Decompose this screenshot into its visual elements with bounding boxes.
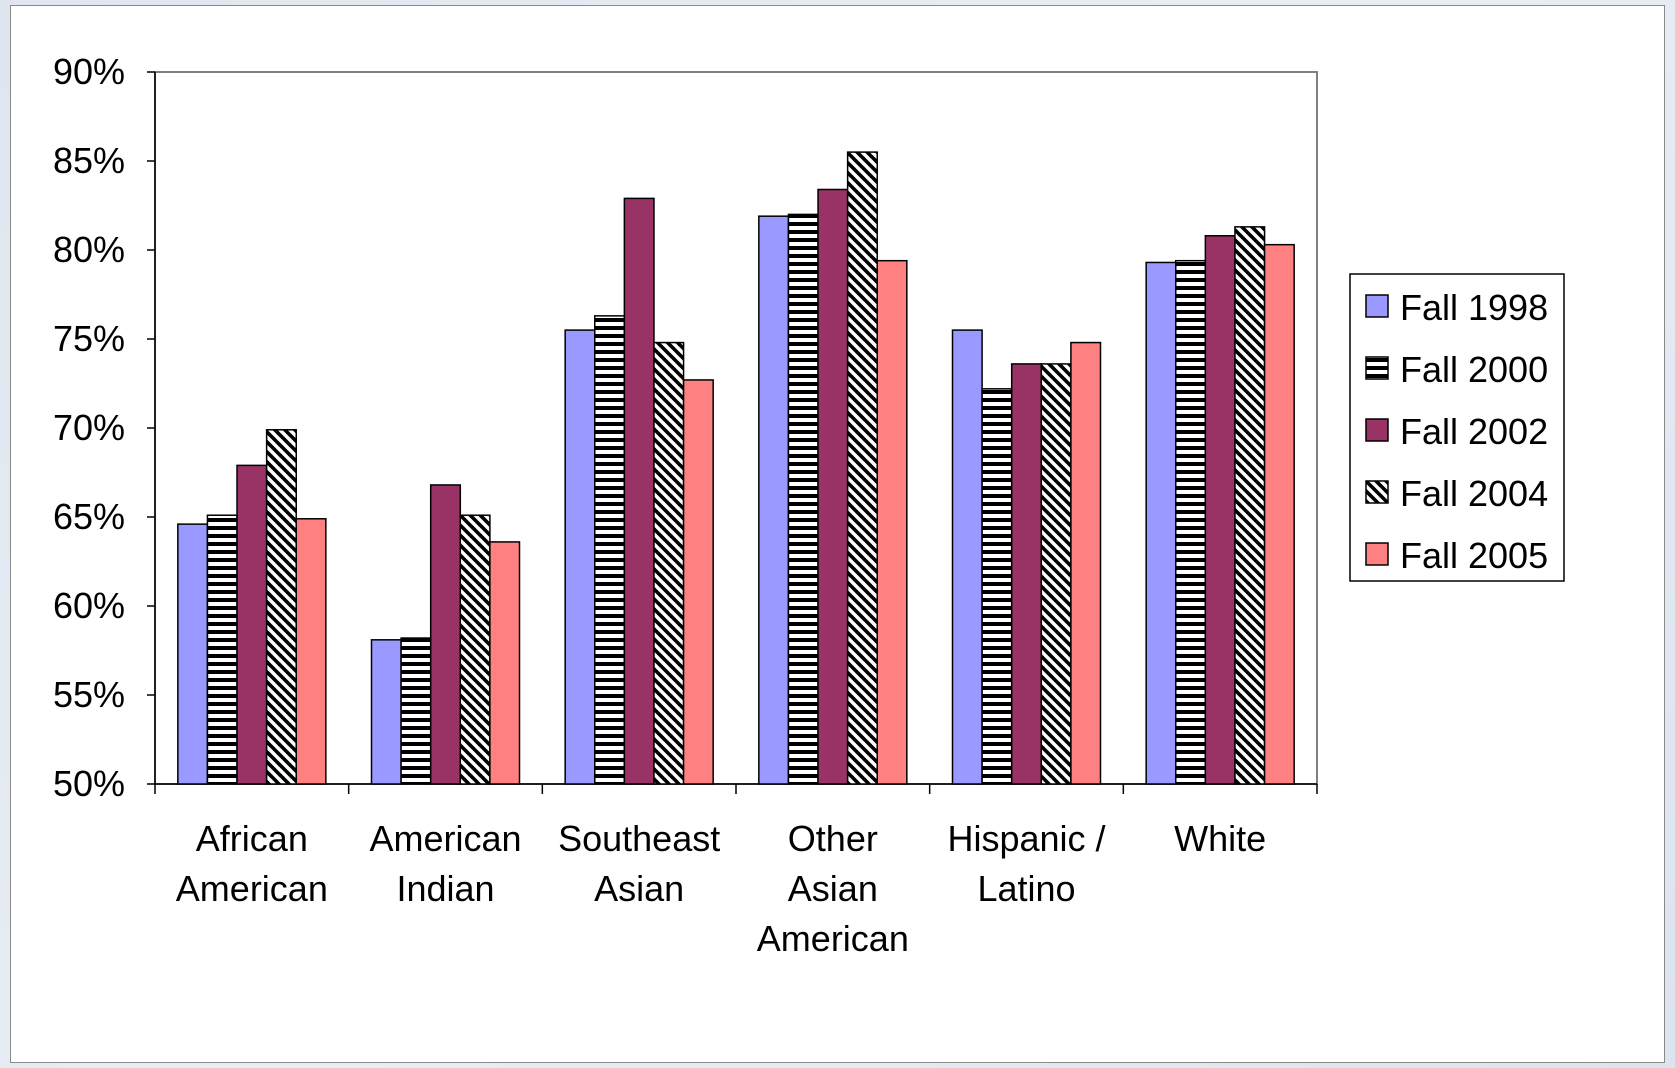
plot-area bbox=[154, 71, 1318, 785]
bar-fall-2002 bbox=[1204, 235, 1236, 785]
bar-fall-2002 bbox=[236, 464, 268, 785]
y-tick-label: 50% bbox=[53, 763, 125, 804]
bar-chart: 50% 55% 60% 65% 70% 75% 80% 85% 90% African Ameri… bbox=[53, 51, 1565, 959]
bar-fall-2002 bbox=[1010, 363, 1043, 785]
category-label: African bbox=[196, 818, 308, 859]
legend-label: Fall 2000 bbox=[1400, 349, 1548, 390]
category-label: White bbox=[1174, 818, 1266, 859]
bar-fall-1998 bbox=[177, 523, 209, 785]
plot-border bbox=[154, 71, 1318, 785]
bar-fall-2005 bbox=[682, 379, 714, 785]
bar-fall-2004 bbox=[1040, 363, 1072, 785]
category-label: Asian bbox=[594, 868, 684, 909]
bar-fall-1998 bbox=[758, 215, 790, 785]
bar-fall-2002 bbox=[429, 484, 462, 785]
category-label: Indian bbox=[396, 868, 494, 909]
bar-fall-2005 bbox=[876, 259, 908, 785]
bar-fall-2004 bbox=[265, 429, 297, 785]
category-label: American bbox=[757, 918, 909, 959]
legend-label: Fall 1998 bbox=[1400, 287, 1548, 328]
x-axis bbox=[154, 783, 1318, 794]
y-tick-label: 70% bbox=[53, 407, 125, 448]
y-tick-label: 65% bbox=[53, 496, 125, 537]
bar-fall-2000 bbox=[981, 388, 1013, 785]
category-label: Asian bbox=[788, 868, 878, 909]
bar-fall-2005 bbox=[1263, 243, 1295, 785]
y-tick-label: 55% bbox=[53, 674, 125, 715]
bar-fall-2000 bbox=[1175, 259, 1207, 785]
category-label: Latino bbox=[977, 868, 1075, 909]
legend-swatch bbox=[1365, 480, 1389, 504]
bar-fall-2004 bbox=[459, 514, 491, 785]
legend: Fall 1998 Fall 2000 Fall 2002 Fall 2004 Fall… bbox=[1349, 273, 1565, 582]
bar-fall-2000 bbox=[206, 514, 238, 785]
bar-fall-2004 bbox=[846, 151, 878, 785]
legend-swatch bbox=[1365, 542, 1389, 566]
bar-fall-2005 bbox=[295, 518, 327, 785]
bar-fall-2000 bbox=[594, 315, 626, 785]
legend-label: Fall 2002 bbox=[1400, 411, 1548, 452]
category-label: Other bbox=[788, 818, 878, 859]
bar-fall-2004 bbox=[653, 341, 685, 785]
bar-fall-2002 bbox=[817, 188, 849, 785]
category-label: American bbox=[176, 868, 328, 909]
bars bbox=[177, 151, 1295, 785]
bar-fall-1998 bbox=[951, 329, 983, 785]
category-label: American bbox=[369, 818, 521, 859]
category-labels: African American American Indian Southeast As… bbox=[176, 818, 1266, 959]
category-label: Hispanic / bbox=[947, 818, 1105, 859]
legend-swatch bbox=[1365, 418, 1389, 442]
legend-swatch bbox=[1365, 294, 1389, 318]
chart-frame: 50% 55% 60% 65% 70% 75% 80% 85% 90% African Ameri… bbox=[10, 5, 1665, 1063]
y-tick-label: 90% bbox=[53, 51, 125, 92]
y-tick-label: 75% bbox=[53, 318, 125, 359]
bar-fall-1998 bbox=[370, 639, 402, 785]
category-label: Southeast bbox=[558, 818, 720, 859]
y-tick-label: 60% bbox=[53, 585, 125, 626]
y-tick-label: 85% bbox=[53, 140, 125, 181]
legend-label: Fall 2004 bbox=[1400, 473, 1548, 514]
bar-fall-2000 bbox=[400, 637, 432, 785]
bar-fall-2000 bbox=[787, 213, 819, 785]
bar-fall-1998 bbox=[1145, 261, 1177, 785]
bar-fall-2005 bbox=[1070, 341, 1102, 785]
legend-swatch bbox=[1365, 356, 1389, 380]
bar-fall-2005 bbox=[489, 541, 521, 785]
bar-fall-1998 bbox=[564, 329, 596, 785]
y-tick-label: 80% bbox=[53, 229, 125, 270]
y-axis: 50% 55% 60% 65% 70% 75% 80% 85% 90% bbox=[53, 51, 156, 804]
legend-label: Fall 2005 bbox=[1400, 535, 1548, 576]
bar-fall-2004 bbox=[1234, 226, 1266, 785]
bar-fall-2002 bbox=[623, 197, 655, 785]
